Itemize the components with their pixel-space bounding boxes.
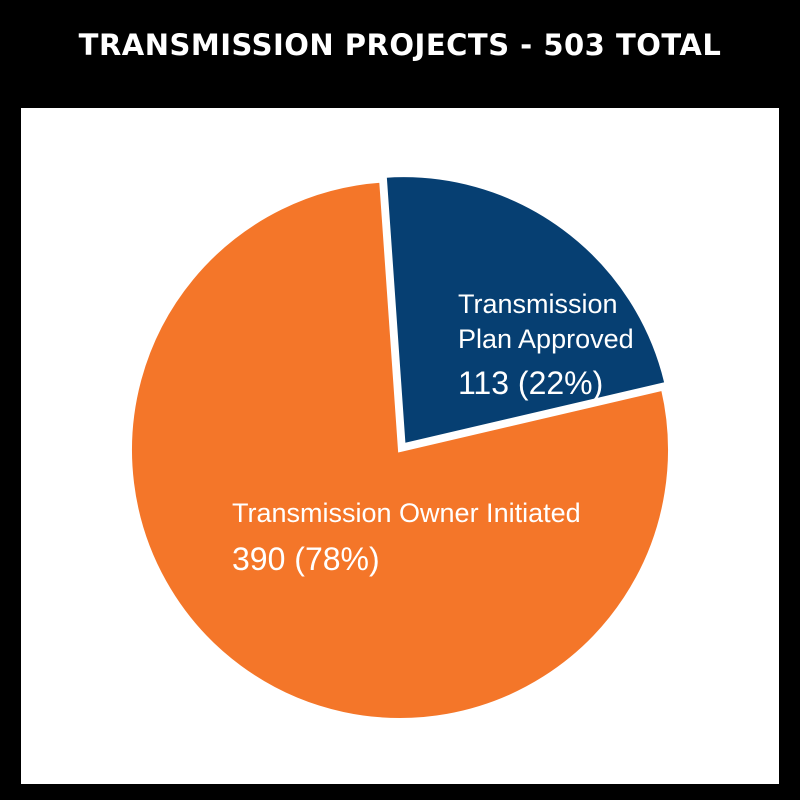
slice-1-value-label: 113 (22%) — [458, 365, 603, 401]
pie-slice-1 — [382, 173, 669, 448]
slice-2-name-line-1: Transmission Owner Initiated — [232, 498, 581, 528]
chart-title: TRANSMISSION PROJECTS - 503 TOTAL — [78, 28, 722, 62]
slice-1-name-line-2: Plan Approved — [458, 324, 634, 354]
slice-2-value-label: 390 (78%) — [232, 541, 380, 577]
slice-1-name-line-1: Transmission — [458, 289, 618, 319]
pie-slice-2 — [128, 178, 672, 722]
